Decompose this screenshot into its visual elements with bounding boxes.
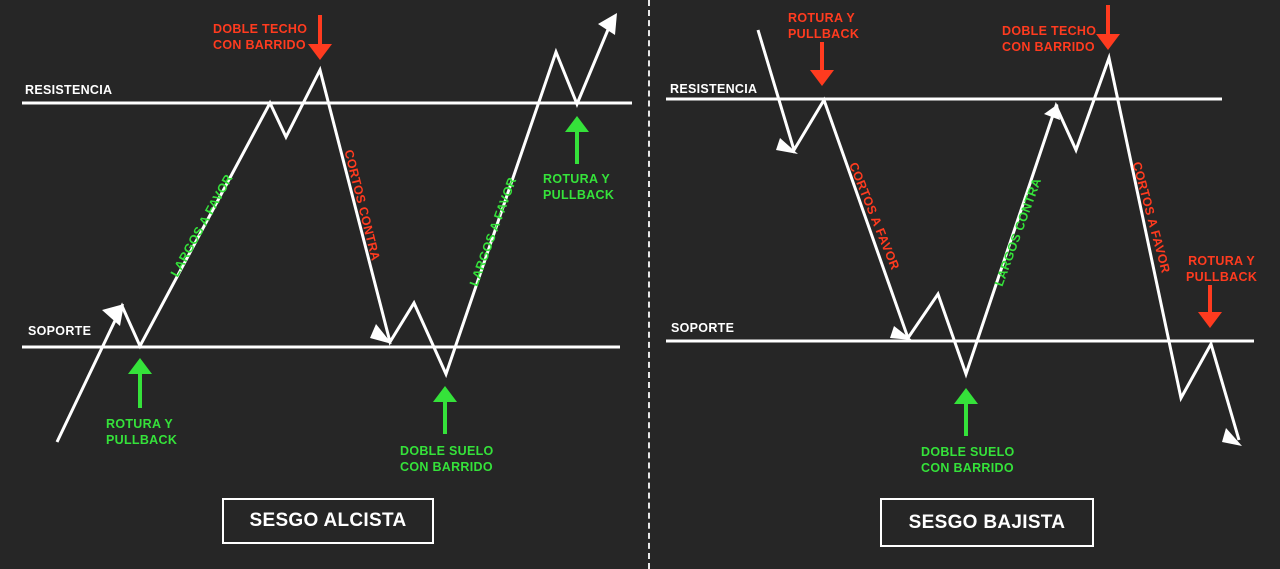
panel-divider [648,0,650,569]
price-path [756,29,1241,441]
breakout-pullback-note: ROTURA Y PULLBACK [788,11,860,41]
arrow-down-icon [1096,5,1120,50]
arrow-down-icon [1198,285,1222,328]
arrow-head-icon [598,13,617,35]
bullish-panel: RESISTENCIA SOPORTE DOBLE TECHO CON BARR… [22,13,632,544]
arrow-down-icon [810,42,834,86]
resistance-label: RESISTENCIA [25,83,113,97]
support-label: SOPORTE [671,321,735,335]
arrow-down-icon [308,15,332,60]
resistance-label: RESISTENCIA [670,82,758,96]
arrow-head-icon [102,304,124,326]
double-bottom-note: DOBLE SUELO CON BARRIDO [921,445,1015,475]
bullish-diagram [22,13,632,443]
double-top-note: DOBLE TECHO CON BARRIDO [213,22,308,52]
bearish-diagram [666,5,1254,446]
arrow-up-icon [433,386,457,434]
breakout-pullback-note: ROTURA Y PULLBACK [106,417,178,447]
arrow-head-icon [776,138,798,154]
arrow-head-icon [890,326,912,340]
arrow-head-icon [370,324,392,344]
arrow-head-icon [1044,104,1060,120]
price-path [55,19,614,443]
arrow-head-icon [1222,428,1242,446]
breakout-pullback-note: ROTURA Y PULLBACK [543,172,615,202]
bias-box: SESGO ALCISTA [222,498,434,544]
bias-box: SESGO BAJISTA [880,498,1094,547]
arrow-up-icon [565,116,589,164]
double-top-note: DOBLE TECHO CON BARRIDO [1002,24,1097,54]
arrow-up-icon [954,388,978,436]
support-label: SOPORTE [28,324,92,338]
bearish-panel: RESISTENCIA SOPORTE ROTURA Y PULLBACK DO… [650,0,1280,569]
breakout-pullback-note: ROTURA Y PULLBACK [1186,254,1258,284]
arrow-up-icon [128,358,152,408]
double-bottom-note: DOBLE SUELO CON BARRIDO [400,444,494,474]
